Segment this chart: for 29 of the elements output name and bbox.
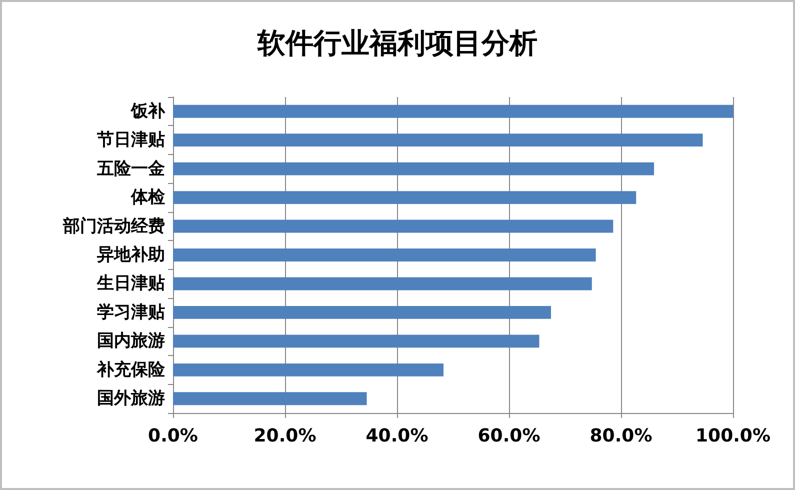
bar [173,363,444,376]
x-tick-label: 20.0% [254,426,316,446]
bar [173,162,654,176]
y-tick-label: 生日津贴 [96,274,165,294]
bar [173,277,592,290]
y-tick-label: 异地补助 [96,245,165,265]
bar [173,392,367,406]
bar [173,306,551,319]
bar [173,134,703,147]
bar [173,334,540,348]
y-tick-label: 国外旅游 [97,388,165,409]
y-tick-label: 补充保险 [96,360,166,380]
y-tick-label: 五险一金 [96,158,165,179]
bar [173,248,596,262]
y-tick-label: 体检 [130,188,166,208]
y-tick-label: 饭补 [130,101,166,122]
x-tick-label: 100.0% [696,426,770,446]
y-tick-label: 部门活动经费 [62,216,165,236]
y-tick-label: 国内旅游 [97,331,165,352]
x-tick-label: 60.0% [478,426,540,446]
chart-title: 软件行业福利项目分析 [256,26,538,60]
y-tick-label: 节日津贴 [96,130,165,150]
x-tick-label: 40.0% [366,426,428,446]
x-tick-label: 0.0% [148,426,198,446]
y-tick-label: 学习津贴 [97,302,165,322]
bar [173,104,733,118]
x-tick-label: 80.0% [590,426,652,446]
bar [173,220,614,233]
bar [173,191,636,204]
